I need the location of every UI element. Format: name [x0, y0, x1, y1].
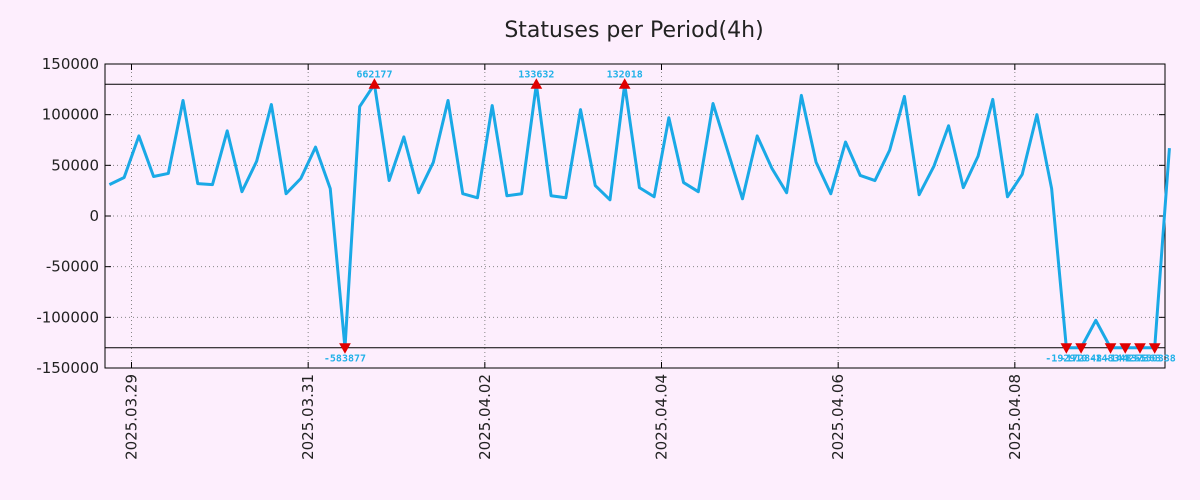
marker [618, 78, 631, 89]
y-tick-label: 100000 [42, 106, 99, 124]
marker [1075, 343, 1087, 354]
marker [1119, 343, 1132, 354]
x-axis: 2025.03.29 2025.03.31 2025.04.02 2025.04.04… [123, 64, 1024, 460]
annotation-label: -172848 [1060, 354, 1102, 365]
annotation-label: 132018 [607, 69, 643, 80]
marker [1104, 343, 1117, 354]
x-tick-label: 2025.04.08 [1006, 374, 1024, 460]
annotation-label: -148348 [1089, 354, 1131, 365]
annotation-label: -144255 [1104, 354, 1146, 365]
x-tick-label: 2025.03.31 [299, 374, 317, 460]
x-tick-label: 2025.03.29 [123, 374, 141, 460]
marker [1134, 343, 1146, 354]
annotation-label: -137363 [1119, 354, 1161, 365]
y-tick-label: 150000 [42, 55, 99, 73]
series-line [108, 82, 1171, 350]
marker [339, 343, 351, 354]
y-tick-label: 0 [89, 207, 99, 225]
y-tick-label: -150000 [36, 359, 99, 377]
x-tick-label: 2025.04.04 [653, 374, 671, 460]
marker [368, 78, 381, 89]
marker [530, 78, 543, 89]
annotation-label: 662177 [356, 69, 392, 80]
marker [1060, 343, 1073, 354]
clip-lines [105, 83, 1165, 349]
annotation-label: -192910 [1045, 354, 1087, 365]
marker [1148, 343, 1161, 354]
y-tick-label: -50000 [46, 258, 99, 276]
annotation-label: -150338 [1134, 354, 1176, 365]
grid [105, 64, 1165, 368]
y-axis: 150000 100000 50000 0 -50000 -100000 -150000 [36, 55, 1165, 377]
x-tick-label: 2025.04.06 [829, 374, 847, 460]
x-tick-label: 2025.04.02 [476, 374, 494, 460]
chart-title: Statuses per Period(4h) [504, 18, 763, 43]
annotation-label: -583877 [324, 354, 366, 365]
y-tick-label: 50000 [51, 156, 99, 174]
y-tick-label: -100000 [36, 308, 99, 326]
annotation-label: 133632 [518, 69, 554, 80]
